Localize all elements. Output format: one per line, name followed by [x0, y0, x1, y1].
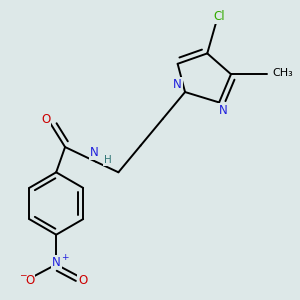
- Text: H: H: [103, 155, 111, 165]
- Text: O: O: [41, 113, 50, 126]
- Text: N: N: [52, 256, 61, 268]
- Text: O: O: [25, 274, 34, 287]
- Text: N: N: [219, 104, 228, 117]
- Text: +: +: [61, 254, 69, 262]
- Text: O: O: [78, 274, 88, 287]
- Text: Cl: Cl: [213, 10, 225, 23]
- Text: N: N: [173, 78, 182, 91]
- Text: −: −: [19, 270, 26, 279]
- Text: CH₃: CH₃: [272, 68, 293, 78]
- Text: N: N: [90, 146, 99, 160]
